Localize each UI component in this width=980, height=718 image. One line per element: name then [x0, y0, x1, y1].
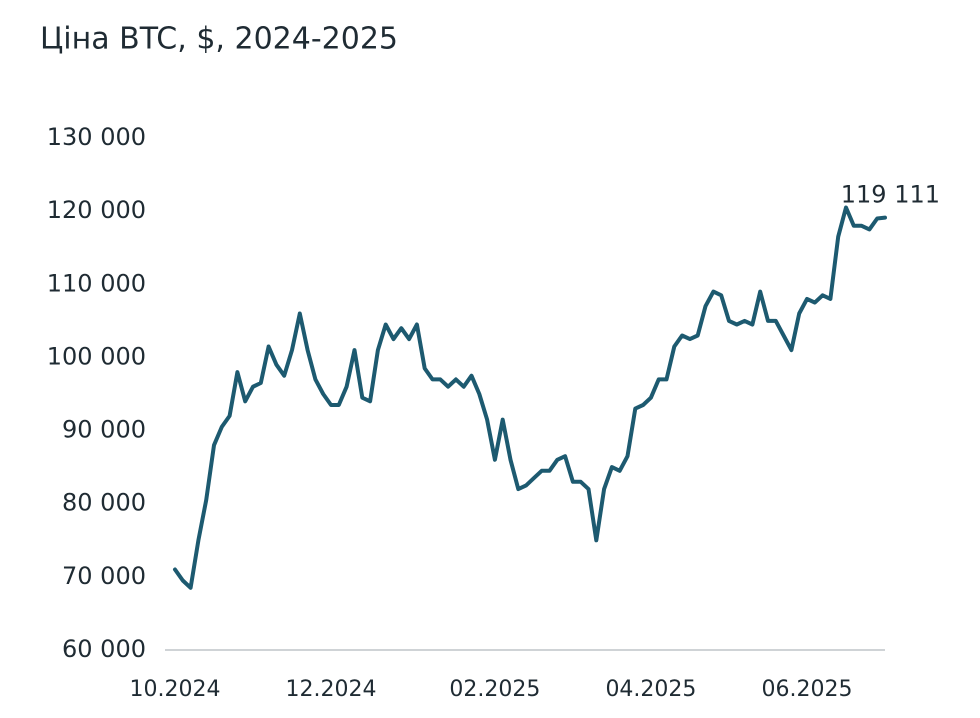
y-tick-label: 80 000: [62, 489, 146, 517]
y-tick-label: 110 000: [47, 269, 146, 297]
value-label: 119 111: [841, 181, 940, 209]
y-tick-label: 70 000: [62, 562, 146, 590]
x-tick-label: 12.2024: [286, 677, 377, 702]
y-tick-label: 120 000: [47, 196, 146, 224]
y-tick-label: 130 000: [47, 123, 146, 151]
x-tick-label: 10.2024: [130, 677, 221, 702]
y-tick-label: 60 000: [62, 635, 146, 663]
x-tick-label: 02.2025: [449, 677, 540, 702]
chart-title: Ціна BTC, $, 2024-2025: [40, 22, 398, 57]
price-line: [173, 205, 887, 590]
y-tick-label: 90 000: [62, 416, 146, 444]
x-tick-label: 04.2025: [605, 677, 696, 702]
y-tick-label: 100 000: [47, 342, 146, 370]
x-tick-label: 06.2025: [761, 677, 852, 702]
